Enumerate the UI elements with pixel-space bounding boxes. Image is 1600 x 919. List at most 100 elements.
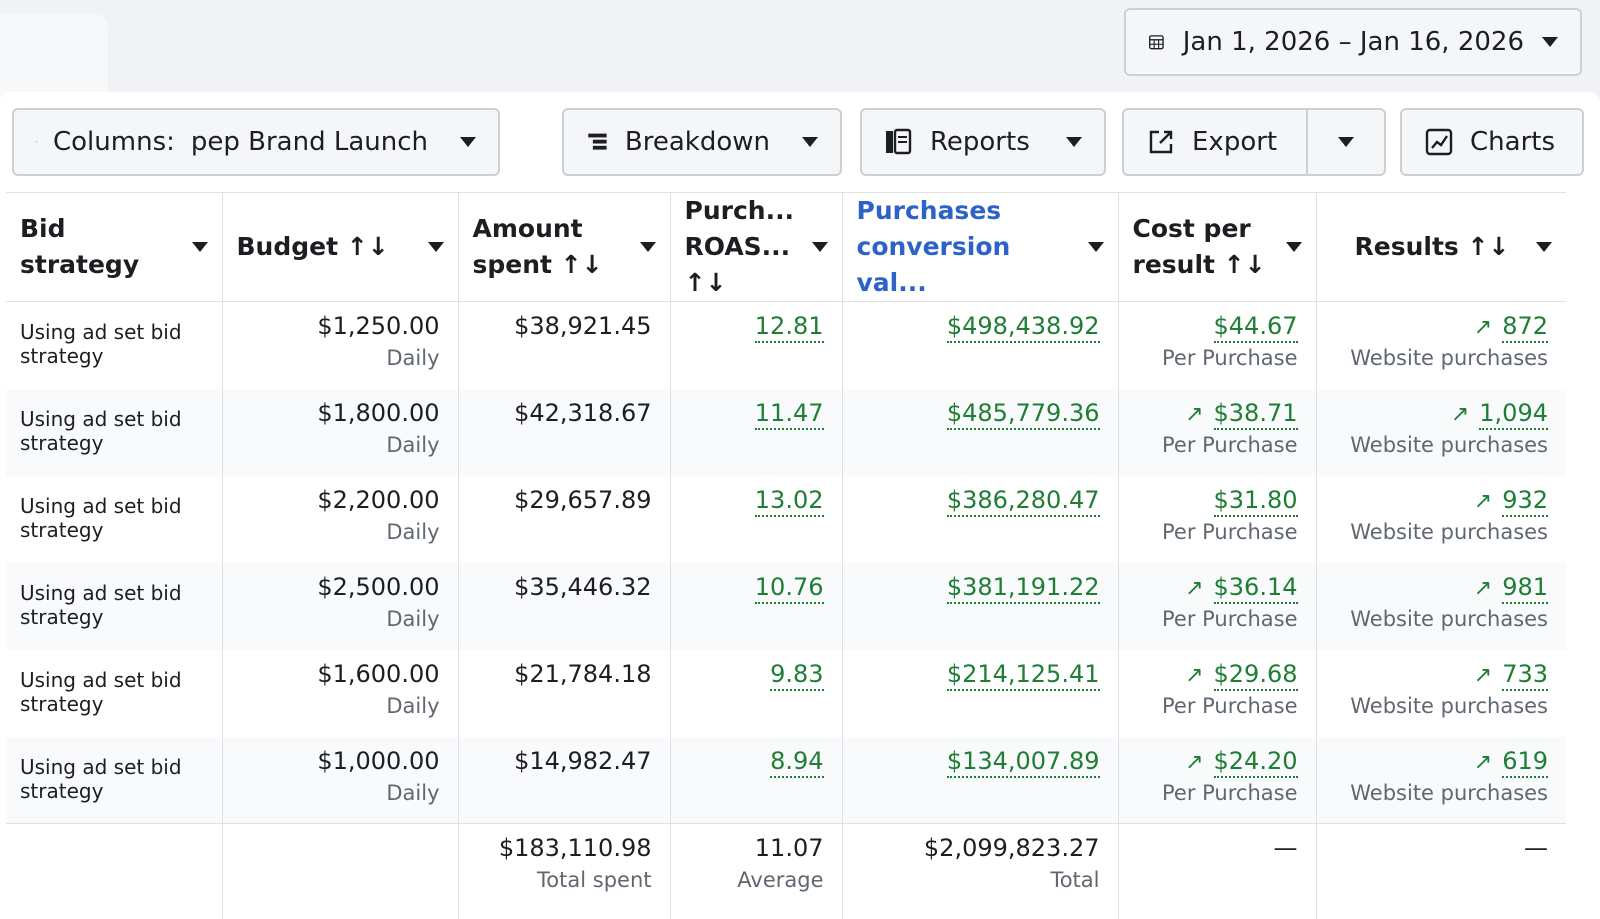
trend-up-icon: ↗ — [1185, 749, 1204, 775]
reports-icon — [886, 128, 912, 155]
table-header-row: Bid strategy Budget ↑↓ Amount spent ↑↓ Pu… — [6, 192, 1566, 302]
table-row[interactable]: Using ad set bid strategy $2,200.00 Daily… — [6, 475, 1566, 563]
budget-cell: $2,200.00 Daily — [221, 475, 458, 563]
table-row[interactable]: Using ad set bid strategy $1,250.00 Daily… — [6, 301, 1566, 389]
top-bar: Jan 1, 2026 – Jan 16, 2026 — [0, 0, 1600, 92]
roas-cell[interactable]: 13.02 — [669, 475, 842, 563]
breakdown-label: Breakdown — [624, 127, 770, 157]
results-cell[interactable]: ↗ 872 Website purchases — [1315, 301, 1566, 389]
trend-up-icon: ↗ — [1450, 401, 1470, 427]
trend-up-icon: ↗ — [1473, 749, 1493, 775]
date-range-picker[interactable]: Jan 1, 2026 – Jan 16, 2026 — [1124, 8, 1582, 76]
amount-spent-cell: $42,318.67 — [457, 388, 670, 476]
trend-up-icon: ↗ — [1473, 662, 1493, 688]
amount-spent-cell: $35,446.32 — [457, 562, 670, 650]
trend-up-icon: ↗ — [1185, 575, 1204, 601]
export-dropdown-button[interactable] — [1308, 110, 1384, 174]
cost-per-result-cell[interactable]: ↗ $36.14 Per Purchase — [1117, 562, 1316, 650]
header-purchase-roas[interactable]: Purch... ROAS... ↑↓ — [669, 192, 842, 302]
chevron-down-icon — [191, 242, 208, 252]
conversion-value-cell[interactable]: $386,280.47 — [841, 475, 1118, 563]
chevron-down-icon — [811, 242, 828, 252]
header-budget[interactable]: Budget ↑↓ — [221, 192, 458, 302]
conversion-value-cell[interactable]: $498,438.92 — [841, 301, 1118, 389]
amount-spent-cell: $29,657.89 — [457, 475, 670, 563]
table-row[interactable]: Using ad set bid strategy $1,600.00 Daily… — [6, 649, 1566, 737]
total-cost-per-result-cell: — — [1117, 823, 1316, 919]
budget-cell: $1,800.00 Daily — [221, 388, 458, 476]
breakdown-icon — [588, 133, 607, 150]
total-conversion-value-cell: $2,099,823.27 Total — [841, 823, 1118, 919]
columns-label: Columns: — [53, 127, 175, 157]
breakdown-button[interactable]: Breakdown — [562, 108, 842, 176]
cost-per-result-cell[interactable]: $31.80 Per Purchase — [1117, 475, 1316, 563]
conversion-value-cell[interactable]: $485,779.36 — [841, 388, 1118, 476]
export-icon — [1149, 130, 1173, 154]
cost-per-result-cell[interactable]: ↗ $38.71 Per Purchase — [1117, 388, 1316, 476]
budget-cell: $2,500.00 Daily — [221, 562, 458, 650]
total-results-cell: — — [1315, 823, 1566, 919]
conversion-value-cell[interactable]: $381,191.22 — [841, 562, 1118, 650]
table-row[interactable]: Using ad set bid strategy $2,500.00 Daily… — [6, 562, 1566, 650]
results-cell[interactable]: ↗ 1,094 Website purchases — [1315, 388, 1566, 476]
campaign-table: Bid strategy Budget ↑↓ Amount spent ↑↓ Pu… — [6, 192, 1566, 919]
cost-per-result-cell[interactable]: ↗ $24.20 Per Purchase — [1117, 736, 1316, 824]
header-purchases-conversion-value[interactable]: Purchases conversion val... — [841, 192, 1118, 302]
table-row[interactable]: Using ad set bid strategy $1,000.00 Daily… — [6, 736, 1566, 824]
results-cell[interactable]: ↗ 981 Website purchases — [1315, 562, 1566, 650]
charts-button[interactable]: Charts — [1400, 108, 1584, 176]
roas-cell[interactable]: 9.83 — [669, 649, 842, 737]
columns-button[interactable]: Columns: pep Brand Launch — [12, 108, 500, 176]
chevron-down-icon — [1536, 242, 1552, 252]
header-cost-per-result[interactable]: Cost per result ↑↓ — [1117, 192, 1316, 302]
results-cell[interactable]: ↗ 733 Website purchases — [1315, 649, 1566, 737]
conversion-value-cell[interactable]: $214,125.41 — [841, 649, 1118, 737]
trend-up-icon: ↗ — [1473, 575, 1493, 601]
results-cell[interactable]: ↗ 619 Website purchases — [1315, 736, 1566, 824]
reporting-panel: Columns: pep Brand Launch Breakdown Repo… — [0, 92, 1600, 919]
bid-strategy-cell: Using ad set bid strategy — [20, 667, 182, 716]
cost-per-result-cell[interactable]: $44.67 Per Purchase — [1117, 301, 1316, 389]
budget-cell: $1,600.00 Daily — [221, 649, 458, 737]
bid-strategy-cell: Using ad set bid strategy — [20, 493, 182, 542]
bid-strategy-cell: Using ad set bid strategy — [6, 562, 222, 650]
roas-cell[interactable]: 10.76 — [669, 562, 842, 650]
chevron-down-icon — [1087, 242, 1104, 252]
export-label: Export — [1192, 127, 1278, 157]
bid-strategy-cell: Using ad set bid strategy — [6, 736, 222, 824]
totals-empty-cell — [221, 823, 458, 919]
table-row[interactable]: Using ad set bid strategy $1,800.00 Daily… — [6, 388, 1566, 476]
date-range-label: Jan 1, 2026 – Jan 16, 2026 — [1182, 27, 1524, 57]
roas-cell[interactable]: 11.47 — [669, 388, 842, 476]
budget-cell: $1,000.00 Daily — [221, 736, 458, 824]
charts-label: Charts — [1470, 127, 1555, 157]
roas-cell[interactable]: 12.81 — [669, 301, 842, 389]
chevron-down-icon — [1542, 37, 1558, 47]
results-cell[interactable]: ↗ 932 Website purchases — [1315, 475, 1566, 563]
trend-up-icon: ↗ — [1185, 401, 1204, 427]
columns-icon — [36, 141, 37, 143]
trend-up-icon: ↗ — [1473, 315, 1493, 340]
header-results[interactable]: Results ↑↓ — [1315, 192, 1566, 302]
bid-strategy-cell: Using ad set bid strategy — [20, 320, 182, 368]
chevron-down-icon — [460, 137, 476, 147]
chevron-down-icon — [802, 137, 818, 147]
header-amount-spent[interactable]: Amount spent ↑↓ — [457, 192, 670, 302]
chart-icon — [1425, 128, 1453, 156]
toolbar: Columns: pep Brand Launch Breakdown Repo… — [0, 92, 1600, 192]
roas-cell[interactable]: 8.94 — [669, 736, 842, 824]
budget-cell: $1,250.00 Daily — [221, 301, 458, 389]
chevron-down-icon — [639, 242, 656, 252]
reports-button[interactable]: Reports — [860, 108, 1106, 176]
columns-value: pep Brand Launch — [190, 127, 428, 157]
cost-per-result-cell[interactable]: ↗ $29.68 Per Purchase — [1117, 649, 1316, 737]
reports-label: Reports — [930, 127, 1030, 157]
export-button[interactable]: Export — [1124, 110, 1308, 174]
header-bid-strategy[interactable]: Bid strategy — [6, 192, 222, 302]
amount-spent-cell: $21,784.18 — [457, 649, 670, 737]
trend-up-icon: ↗ — [1185, 662, 1204, 688]
chevron-down-icon — [1066, 137, 1082, 147]
bid-strategy-cell: Using ad set bid strategy — [6, 388, 222, 476]
totals-empty-cell — [6, 823, 222, 919]
conversion-value-cell[interactable]: $134,007.89 — [841, 736, 1118, 824]
